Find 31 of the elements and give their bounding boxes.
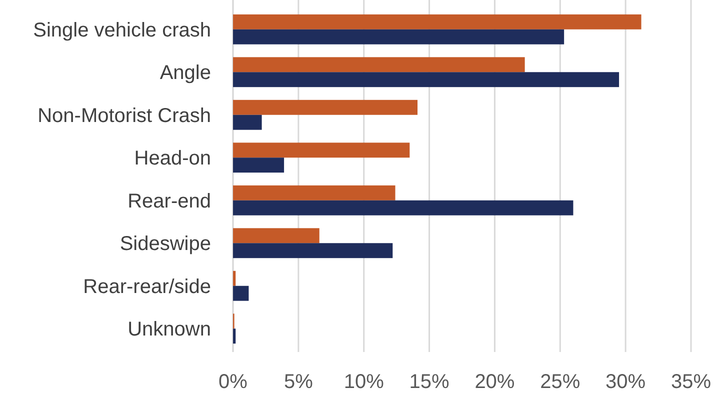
bar [233,72,620,88]
x-tick-label: 30% [606,371,646,393]
x-tick-label: 15% [409,371,450,393]
bar [233,228,320,244]
y-tick-label: Unknown [128,318,211,341]
y-tick-label: Sideswipe [120,233,211,256]
bar [233,286,249,301]
bar [233,29,564,44]
bar [233,243,393,258]
x-tick-label: 10% [344,371,384,393]
bar [233,200,574,216]
x-tick-label: 25% [540,371,580,393]
x-tick-label: 0% [218,371,248,393]
x-tick-label: 35% [670,371,712,393]
bar [233,14,642,30]
bar [233,114,262,130]
bar [233,100,418,115]
y-tick-label: Angle [160,62,211,84]
x-tick-label: 20% [474,371,515,393]
y-tick-label: Rear-end [128,190,211,212]
x-tick-label: 5% [284,371,314,393]
bar [233,142,410,158]
y-tick-label: Non-Motorist Crash [38,104,211,127]
bar [233,158,284,173]
y-tick-label: Single vehicle crash [33,19,211,42]
bar [233,328,236,344]
bar [233,270,236,286]
bar [233,185,396,200]
y-tick-label: Head-on [134,148,211,170]
bar [233,57,525,72]
y-tick-label: Rear-rear/side [83,276,211,298]
